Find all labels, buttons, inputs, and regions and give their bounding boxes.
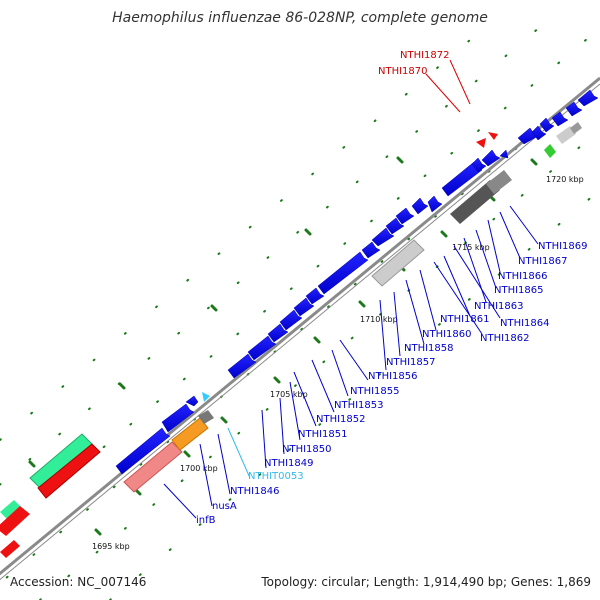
gene-label: NTHI1857 [386, 357, 436, 368]
gene-label: NTHI1869 [538, 241, 588, 252]
scale-label: 1715 kbp [452, 243, 490, 252]
gene-label: NTHI1853 [334, 400, 384, 411]
gene-label: NTHI1872 [400, 50, 450, 61]
scale-label: 1710 kbp [360, 315, 398, 324]
gene-label: NTHI1867 [518, 256, 568, 267]
major-ticks [28, 156, 538, 536]
gene-label: NTHI1850 [282, 444, 332, 455]
gene-label: NTHI1851 [298, 429, 348, 440]
highlighted-genes [476, 132, 498, 148]
gene-label: NTHI1863 [474, 301, 524, 312]
gene-labels: NTHI1872 NTHI1870 NTHI1869 NTHI1867 NTHI… [196, 50, 588, 526]
scale-label: 1700 kbp [180, 464, 218, 473]
gene-label: NTHI1860 [422, 329, 472, 340]
gene-label: NTHI1855 [350, 386, 400, 397]
inner-feature-track [123, 122, 582, 493]
gene-label: NTHI1861 [440, 314, 490, 325]
gene-label: NTHI1870 [378, 66, 428, 77]
gene-label: NTHIT0053 [248, 471, 304, 482]
scale-labels: 1695 kbp 1700 kbp 1705 kbp 1710 kbp 1715… [92, 175, 584, 551]
label-leaders [163, 59, 539, 519]
gene-label: NTHI1852 [316, 414, 366, 425]
cds-track [115, 89, 599, 475]
gene-label: NTHI1866 [498, 271, 548, 282]
topology-text: Topology: circular; Length: 1,914,490 bp… [260, 575, 591, 589]
genome-backbone [0, 76, 600, 581]
gene-label: NTHI1864 [500, 318, 550, 329]
outer-feature-track [0, 433, 101, 558]
trna-marker [202, 392, 210, 402]
gene-label: NTHI1849 [264, 458, 314, 469]
gene-label: NTHI1865 [494, 285, 544, 296]
gene-label: infB [196, 515, 216, 526]
scale-label: 1695 kbp [92, 542, 130, 551]
gene-label: NTHI1856 [368, 371, 418, 382]
accession-text: Accession: NC_007146 [10, 575, 146, 589]
gene-label: NTHI1858 [404, 343, 454, 354]
gene-label: nusA [212, 501, 237, 512]
scale-label: 1705 kbp [270, 390, 308, 399]
scale-label: 1720 kbp [546, 175, 584, 184]
gene-label: NTHI1846 [230, 486, 280, 497]
gene-label: NTHI1862 [480, 333, 530, 344]
map-title: Haemophilus influenzae 86-028NP, complet… [112, 10, 488, 26]
